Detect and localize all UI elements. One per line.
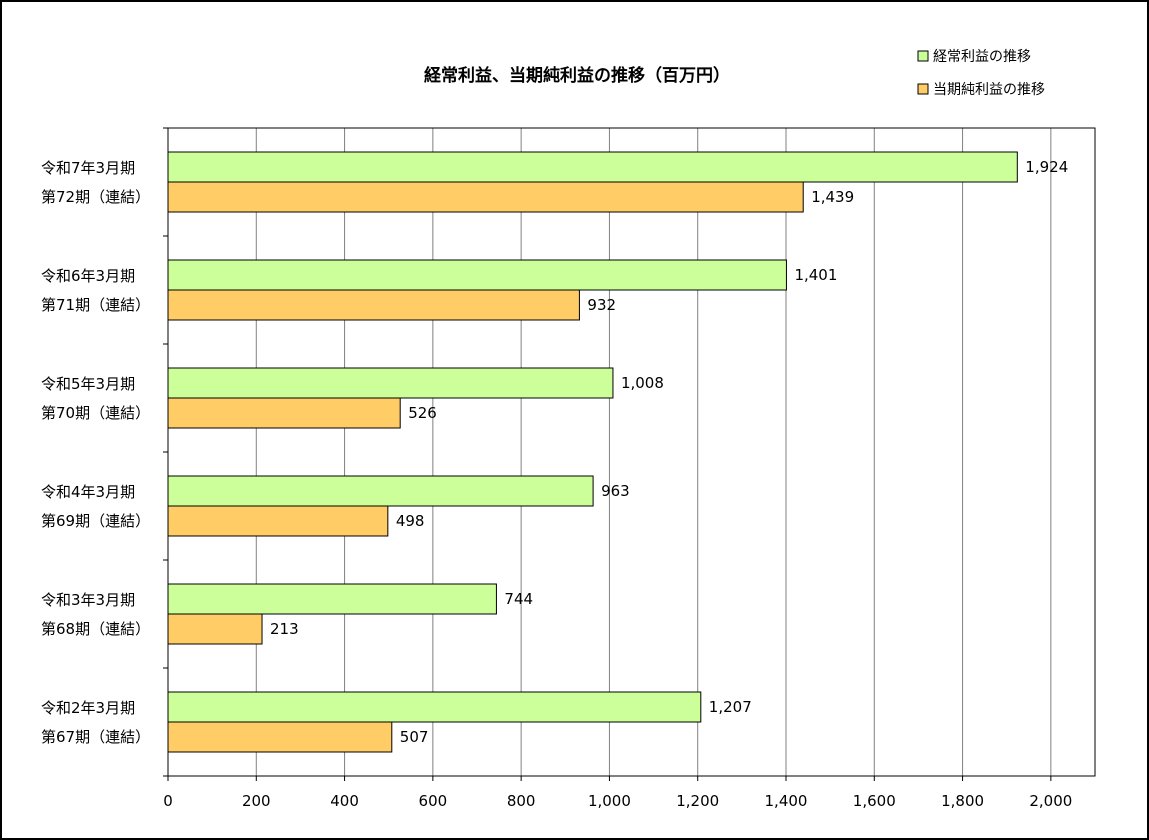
category-sublabel: 第70期（連結） [41, 404, 150, 422]
data-label: 498 [396, 512, 425, 530]
x-tick-label: 2,000 [1029, 792, 1072, 810]
category-label: 令和6年3月期 [41, 267, 135, 285]
x-tick-label: 0 [163, 792, 173, 810]
bar [167, 613, 263, 645]
plot-area [167, 127, 1096, 777]
legend-swatch [917, 83, 929, 95]
bar [167, 505, 389, 537]
data-label: 932 [587, 296, 616, 314]
category-sublabel: 第67期（連結） [41, 728, 150, 746]
x-tick-label: 600 [419, 792, 448, 810]
bar [167, 475, 594, 507]
category-label: 令和4年3月期 [41, 483, 135, 501]
bar [167, 721, 393, 753]
category-label: 令和3年3月期 [41, 591, 135, 609]
data-label: 1,207 [709, 698, 752, 716]
bar [167, 367, 614, 399]
category-sublabel: 第69期（連結） [41, 512, 150, 530]
x-tick-label: 1,600 [853, 792, 896, 810]
x-tick-label: 400 [330, 792, 359, 810]
x-tick-label: 1,200 [676, 792, 719, 810]
data-label: 1,439 [811, 188, 854, 206]
category-label: 令和7年3月期 [41, 159, 135, 177]
data-label: 507 [400, 728, 429, 746]
x-tick-label: 1,800 [941, 792, 984, 810]
gridlines [255, 128, 1052, 776]
data-label: 744 [504, 590, 533, 608]
category-label: 令和2年3月期 [41, 699, 135, 717]
x-axis: 0 200 400 600 800 1,000 1,200 1,400 1,600 1,800 2,… [163, 127, 1072, 810]
x-tick-label: 1,000 [588, 792, 631, 810]
x-tick-label: 200 [242, 792, 271, 810]
bars [167, 151, 1018, 753]
data-label: 1,008 [621, 374, 664, 392]
chart-title: 経常利益、当期純利益の推移（百万円） [424, 65, 730, 86]
category-sublabel: 第68期（連結） [41, 620, 150, 638]
category-sublabel: 第71期（連結） [41, 296, 150, 314]
category-sublabel: 第72期（連結） [41, 188, 150, 206]
plot-border [167, 127, 1096, 777]
x-tick-label: 1,400 [765, 792, 808, 810]
bar [167, 691, 702, 723]
data-label: 526 [408, 404, 437, 422]
bar [167, 259, 787, 291]
legend-label: 当期純利益の推移 [933, 82, 1045, 98]
legend-label: 経常利益の推移 [933, 49, 1031, 65]
legend-swatch [917, 50, 929, 62]
data-label: 213 [270, 620, 299, 638]
data-label: 963 [601, 482, 630, 500]
bar [167, 151, 1018, 183]
bar [167, 289, 580, 321]
bar [167, 397, 401, 429]
data-labels: 1,924 1,439 1,401 932 1,008 526 963 498 744 213 1,… [270, 158, 1068, 746]
data-label: 1,924 [1025, 158, 1068, 176]
bar [167, 181, 804, 213]
x-tick-label: 800 [507, 792, 536, 810]
category-label: 令和5年3月期 [41, 375, 135, 393]
bar [167, 583, 497, 615]
data-label: 1,401 [794, 266, 837, 284]
